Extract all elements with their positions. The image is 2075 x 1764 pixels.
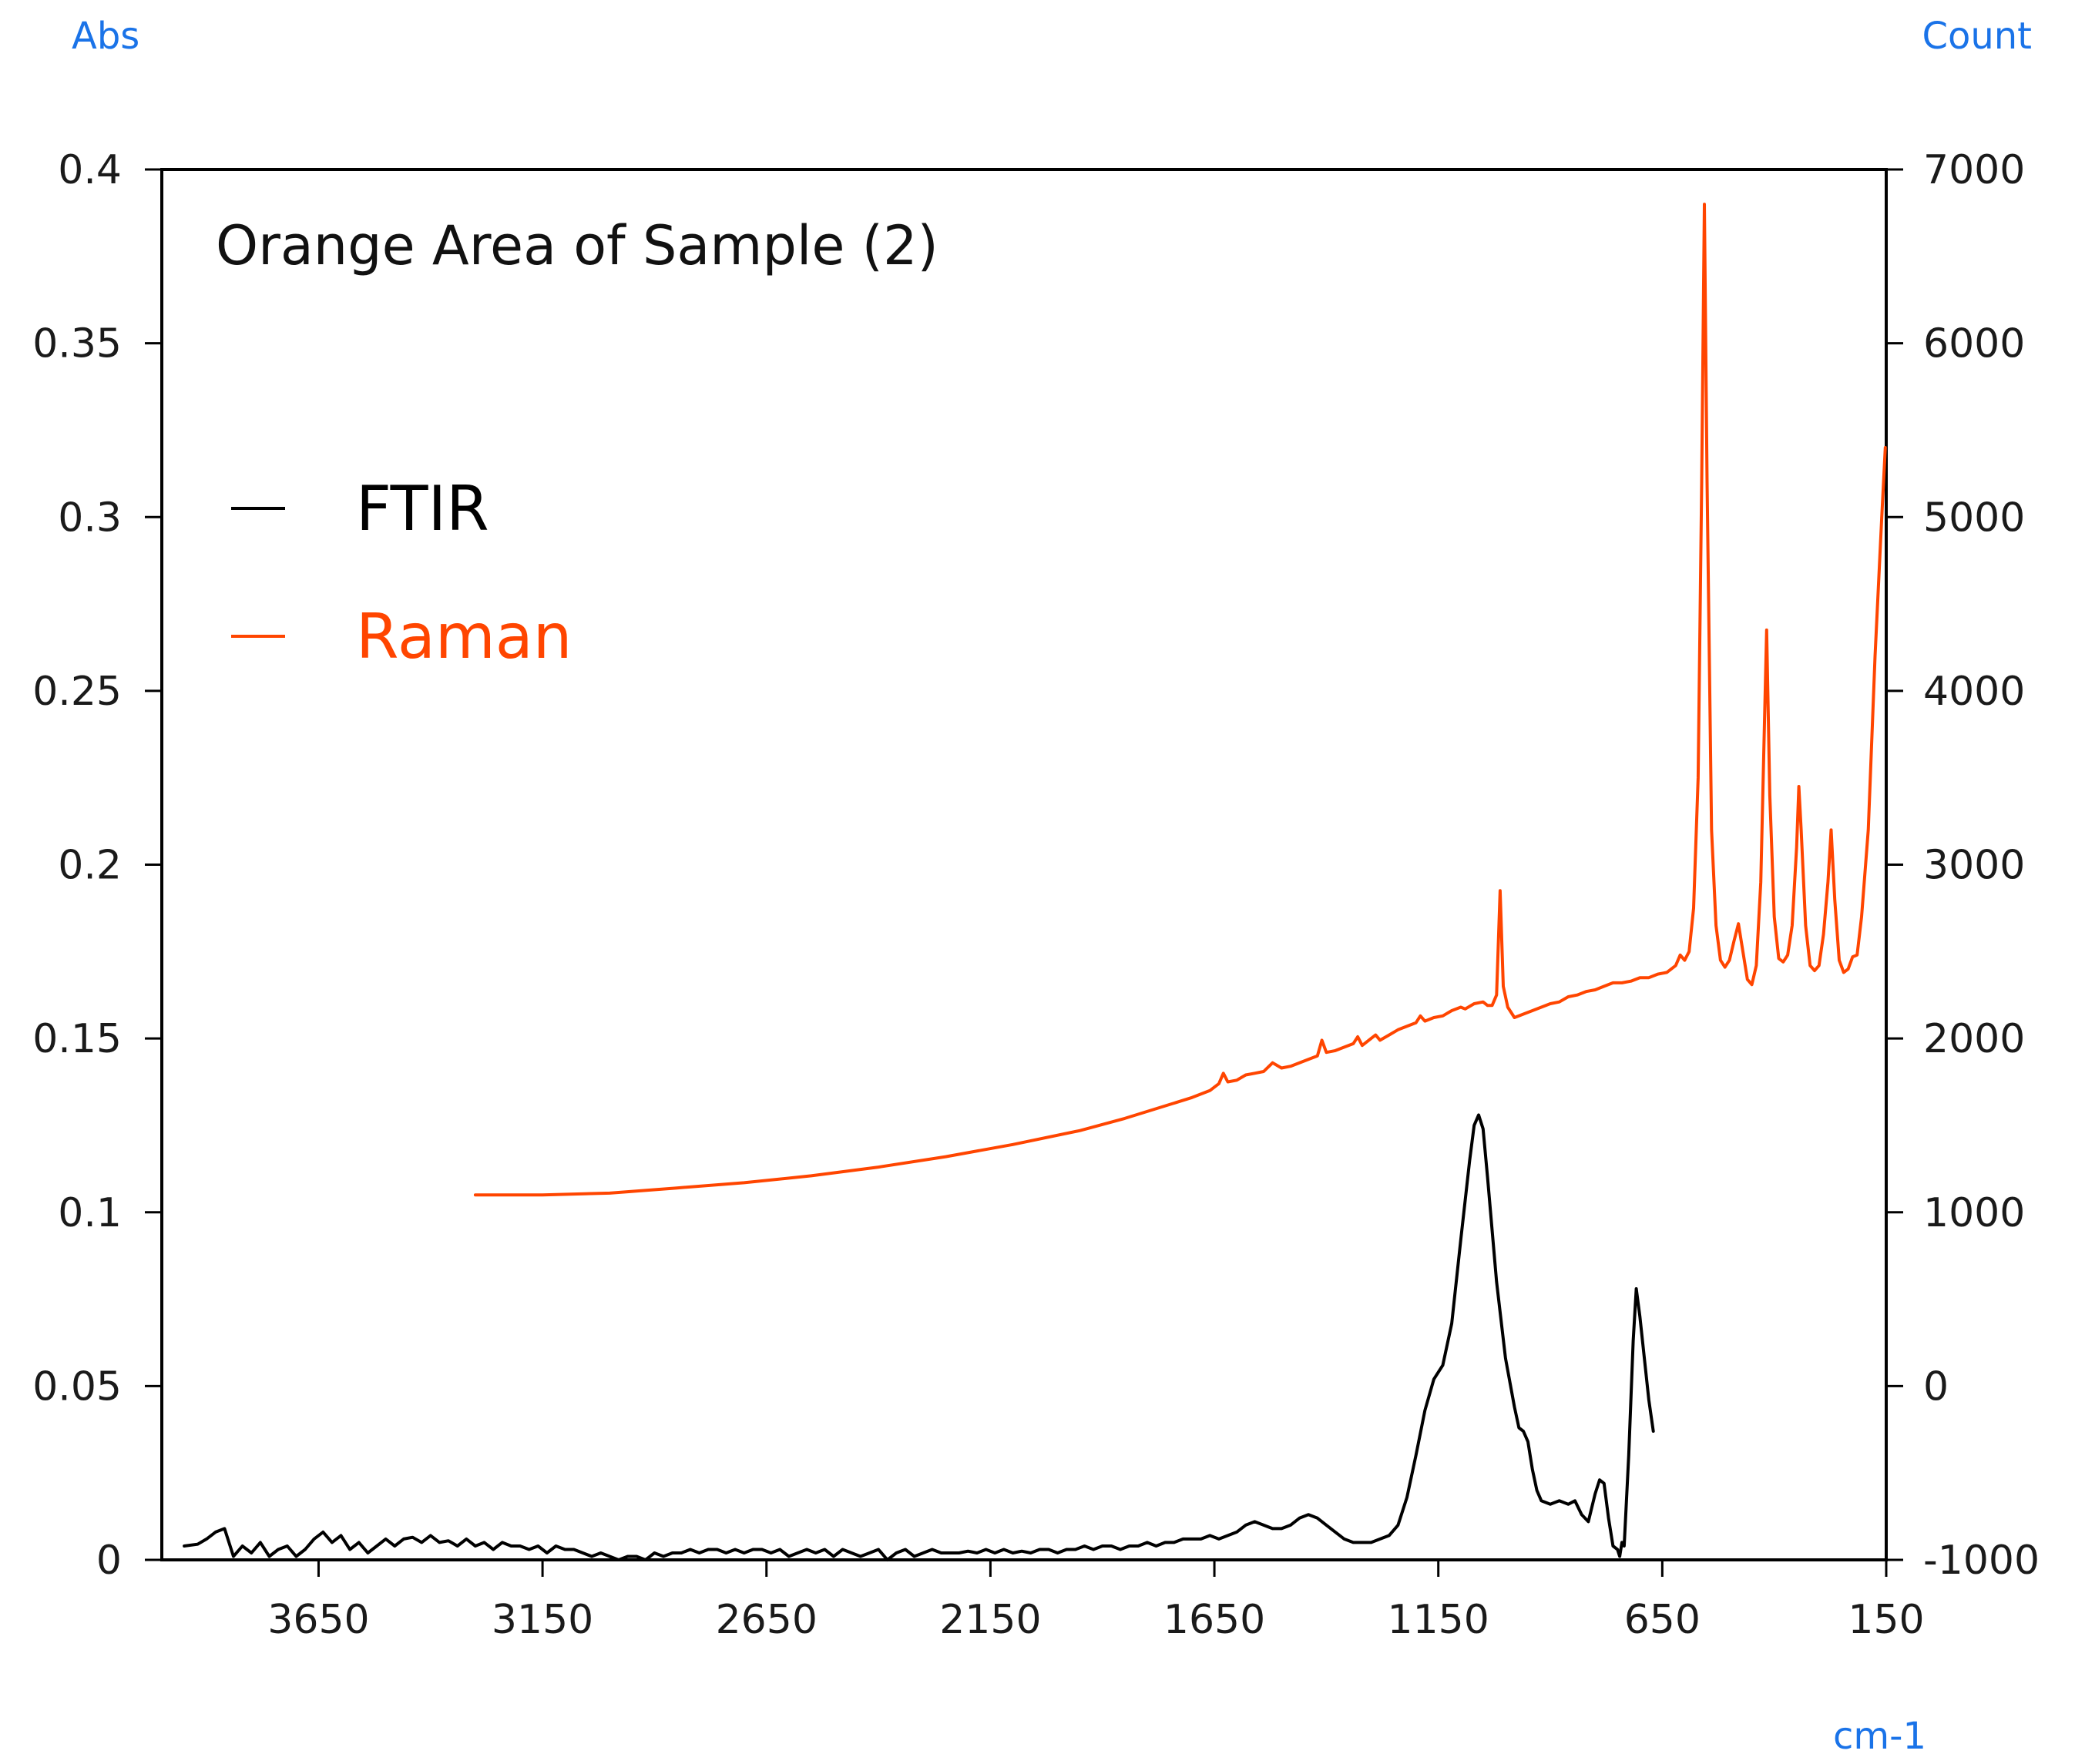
legend-label-raman: Raman: [356, 601, 572, 672]
left-tick-label: 0.15: [32, 1016, 122, 1062]
right-tick-label: 5000: [1923, 495, 2025, 541]
series-layer: [183, 203, 1887, 1561]
left-axis-ticks: 0 0.05 0.1 0.15 0.2 0.25 0.3 0.35 0.4: [32, 147, 162, 1584]
chart-title: Orange Area of Sample (2): [216, 214, 938, 277]
left-tick-label: 0.05: [32, 1363, 122, 1410]
series-line-ftir: [183, 1113, 1655, 1561]
left-tick-label: 0.2: [58, 843, 122, 889]
plot-area-frame: [160, 168, 1888, 1561]
x-tick-label: 1150: [1388, 1597, 1489, 1643]
right-tick-label: -1000: [1923, 1538, 2040, 1584]
x-tick-label: 2150: [939, 1597, 1041, 1643]
right-tick-label: 6000: [1923, 321, 2025, 367]
right-axis-unit: Count: [1922, 15, 2032, 58]
right-tick-label: 1000: [1923, 1190, 2025, 1236]
left-axis-unit: Abs: [72, 15, 139, 58]
x-tick-label: 3150: [492, 1597, 593, 1643]
right-tick-label: 2000: [1923, 1016, 2025, 1062]
left-tick-label: 0.35: [32, 321, 122, 367]
right-tick-label: 7000: [1923, 147, 2025, 193]
series-line-raman: [473, 203, 1887, 1197]
right-tick-label: 4000: [1923, 669, 2025, 715]
x-tick-label: 150: [1848, 1597, 1924, 1643]
x-tick-label: 1650: [1163, 1597, 1265, 1643]
left-tick-label: 0.3: [58, 495, 122, 541]
right-tick-label: 3000: [1923, 843, 2025, 889]
right-axis-ticks: -1000 0 1000 2000 3000 4000 5000 6000 7000: [1886, 147, 2040, 1584]
x-tick-label: 650: [1624, 1597, 1701, 1643]
x-axis-unit: cm-1: [1833, 1715, 1926, 1758]
x-tick-label: 2650: [716, 1597, 818, 1643]
x-axis-ticks: 3650 3150 2650 2150 1650 1150 650 150: [267, 1560, 1925, 1643]
legend: FTIR Raman: [231, 473, 572, 672]
left-tick-label: 0.1: [58, 1190, 122, 1236]
left-tick-label: 0.25: [32, 669, 122, 715]
left-tick-label: 0: [96, 1538, 122, 1584]
legend-label-ftir: FTIR: [356, 473, 489, 545]
x-tick-label: 3650: [267, 1597, 369, 1643]
left-tick-label: 0.4: [58, 147, 122, 193]
right-tick-label: 0: [1923, 1363, 1949, 1410]
